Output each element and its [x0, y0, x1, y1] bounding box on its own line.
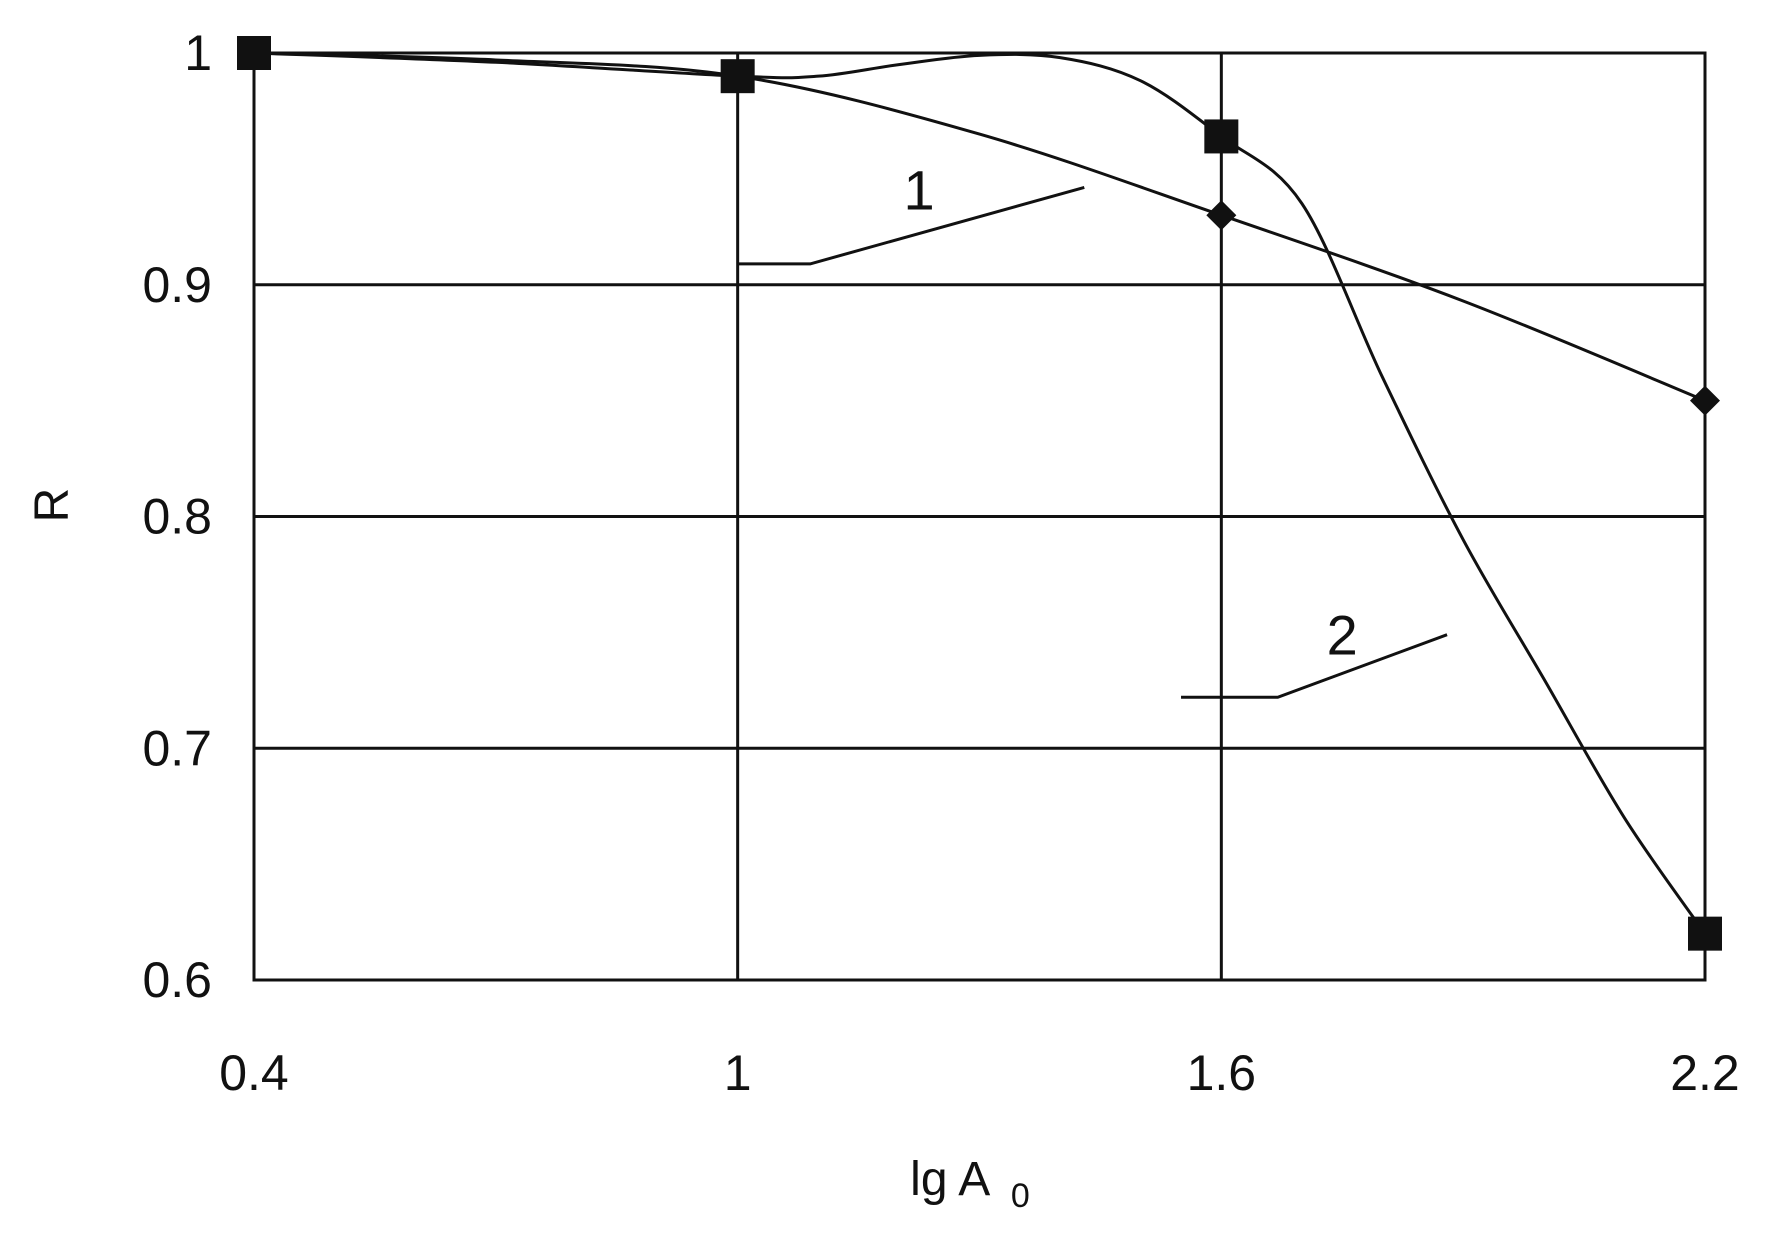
- grid: [252, 51, 1707, 982]
- series-1-label: 1: [903, 159, 934, 222]
- series-1-leader: [737, 185, 1085, 266]
- series-2-point: [1688, 916, 1722, 951]
- y-tick-label: 0.6: [142, 952, 212, 1008]
- y-tick-label: 1: [184, 25, 212, 81]
- series-1-point: [1690, 385, 1720, 416]
- y-axis-label: R: [26, 488, 79, 523]
- y-tick-label: 0.7: [142, 720, 212, 776]
- plot-frame: [252, 51, 1707, 982]
- annotation-leaders: [737, 185, 1448, 699]
- series-2-label: 2: [1327, 604, 1358, 667]
- y-tick-label: 0.9: [142, 257, 212, 313]
- x-axis-label: lg A 0: [910, 1153, 1030, 1215]
- x-axis-label-main: lg A: [910, 1153, 990, 1206]
- series-2-point: [1204, 119, 1239, 154]
- x-tick-label: 2.2: [1670, 1045, 1740, 1101]
- x-tick-label: 0.4: [219, 1045, 289, 1101]
- x-tick-label: 1.6: [1187, 1045, 1257, 1101]
- series-2-point: [237, 36, 271, 70]
- plot-border: [252, 51, 1707, 982]
- series-1-point: [1206, 200, 1237, 231]
- series-2-point: [720, 59, 755, 94]
- x-tick-label: 1: [724, 1045, 752, 1101]
- y-tick-label: 0.8: [142, 489, 212, 545]
- tick-labels: 0.6 0.7 0.8 0.9 1 0.4 1 1.6 2.2: [142, 25, 1739, 1101]
- series-markers: [237, 36, 1722, 951]
- series-curves: [253, 51, 1707, 935]
- x-axis-label-subscript: 0: [1011, 1177, 1030, 1215]
- series-2-leader: [1181, 633, 1448, 699]
- series-1-line: [253, 51, 1706, 403]
- series-2-line: [253, 51, 1707, 935]
